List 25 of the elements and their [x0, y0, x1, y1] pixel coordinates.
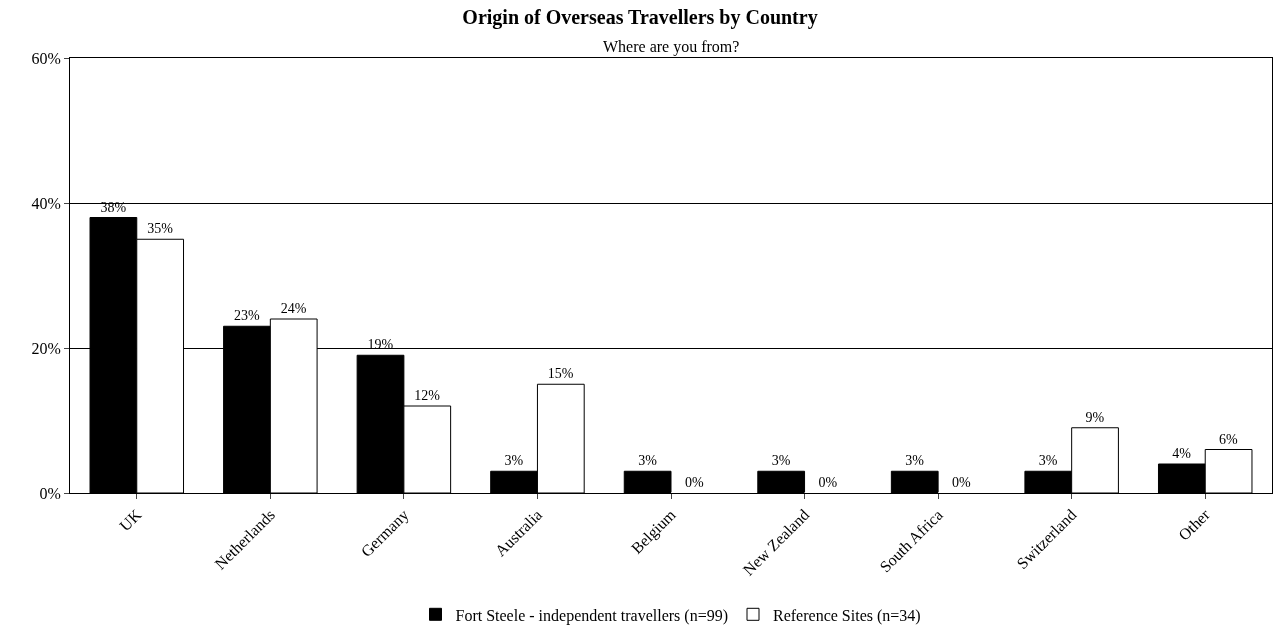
legend-label: Reference Sites (n=34)	[773, 606, 921, 625]
data-label: 9%	[1085, 409, 1105, 425]
data-label: 24%	[280, 301, 307, 316]
y-tick-label: 40%	[31, 194, 61, 212]
data-label: 0%	[951, 475, 971, 490]
legend-label: Fort Steele - independent travellers (n=99)	[455, 606, 728, 625]
data-label: 15%	[547, 366, 574, 382]
y-tick-label: 20%	[31, 339, 61, 357]
x-tick-label: UK	[116, 505, 145, 535]
data-label: 3%	[1038, 453, 1058, 469]
data-label: 0%	[818, 475, 838, 490]
data-label: 3%	[905, 453, 925, 469]
y-tick-label: 60%	[31, 49, 61, 67]
data-label: 4%	[1172, 446, 1192, 461]
data-label: 35%	[147, 221, 174, 237]
data-label: 3%	[504, 453, 524, 469]
chart-title: Origin of Overseas Travellers by Country	[462, 5, 818, 29]
data-label: 3%	[638, 453, 658, 469]
data-label: 12%	[414, 388, 441, 403]
data-label: 3%	[771, 453, 791, 469]
chart-subtitle: Where are you from?	[603, 38, 740, 56]
data-label: 0%	[684, 475, 704, 490]
data-label: 23%	[233, 308, 260, 324]
y-tick-label: 0%	[39, 484, 61, 502]
data-label: 6%	[1219, 431, 1239, 447]
